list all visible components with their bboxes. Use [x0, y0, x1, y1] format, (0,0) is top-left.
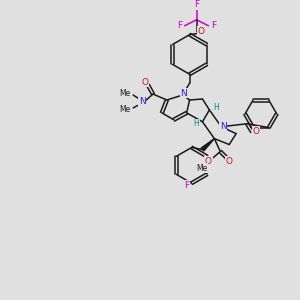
Text: O: O [198, 27, 205, 36]
Polygon shape [201, 139, 214, 151]
Text: O: O [142, 78, 148, 87]
Text: H: H [214, 103, 219, 112]
Text: F: F [211, 21, 216, 30]
Text: O: O [226, 157, 233, 166]
Text: N: N [220, 122, 226, 131]
Text: Me: Me [196, 164, 207, 173]
Text: O: O [252, 127, 260, 136]
Text: O: O [205, 157, 212, 166]
Text: Me: Me [120, 105, 131, 114]
Text: H: H [194, 119, 200, 128]
Text: F: F [194, 0, 199, 9]
Text: F: F [184, 181, 189, 190]
Text: N: N [180, 88, 187, 98]
Text: Me: Me [120, 88, 131, 98]
Text: F: F [177, 21, 182, 30]
Text: N: N [139, 98, 145, 106]
